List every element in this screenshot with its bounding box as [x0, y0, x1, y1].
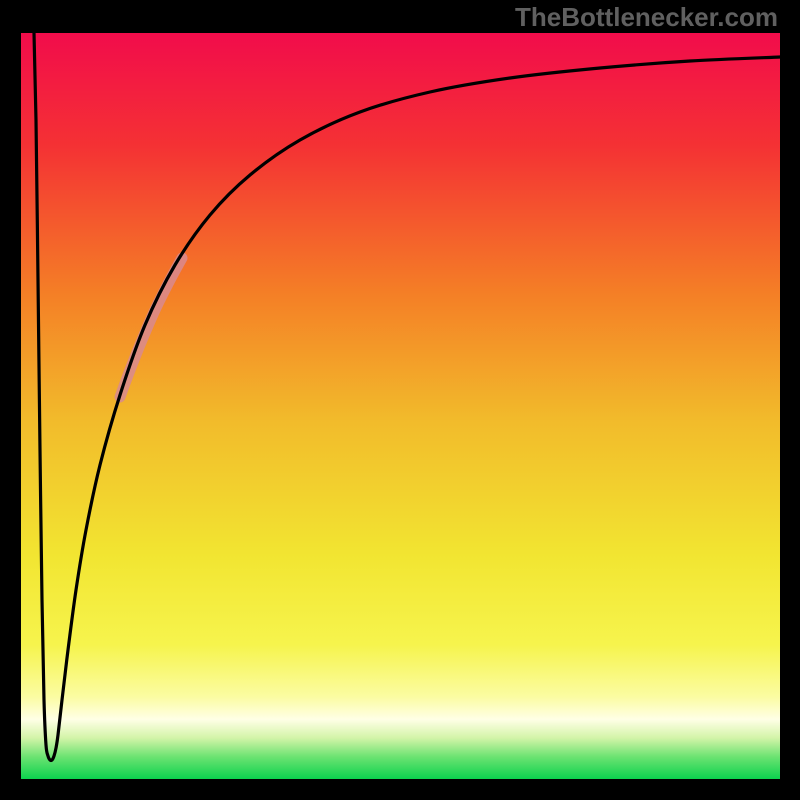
- frame-left: [0, 0, 21, 800]
- bottleneck-chart: [0, 0, 800, 800]
- frame-right: [780, 0, 800, 800]
- chart-container: TheBottlenecker.com: [0, 0, 800, 800]
- gradient-background: [21, 33, 780, 779]
- watermark-text: TheBottlenecker.com: [515, 2, 778, 33]
- frame-bottom: [0, 779, 800, 800]
